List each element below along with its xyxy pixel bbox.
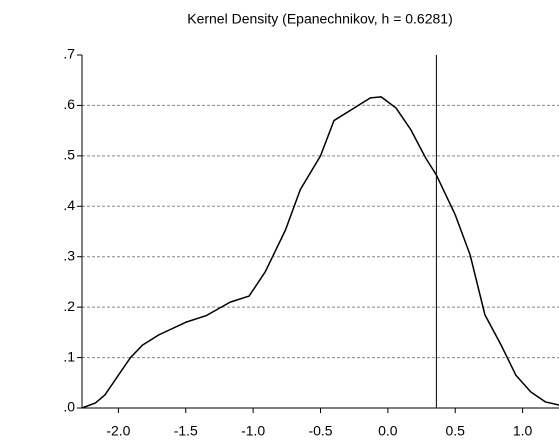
y-tick-label: .6 xyxy=(63,96,75,112)
x-tick-label: 0.5 xyxy=(446,423,466,439)
x-tick-label: -0.5 xyxy=(308,423,332,439)
x-tick-label: -1.0 xyxy=(241,423,265,439)
y-tick-label: .2 xyxy=(63,298,75,314)
y-tick-label: .5 xyxy=(63,147,75,163)
x-tick-label: -2.0 xyxy=(106,423,130,439)
chart-title: Kernel Density (Epanechnikov, h = 0.6281… xyxy=(187,11,453,27)
y-tick-label: .7 xyxy=(63,46,75,62)
x-tick-label: 1.0 xyxy=(513,423,533,439)
density-line xyxy=(81,96,559,409)
y-tick-label: .3 xyxy=(63,247,75,263)
y-tick-label: .0 xyxy=(63,399,75,415)
y-tick-label: .1 xyxy=(63,348,75,364)
x-tick-label: 0.0 xyxy=(378,423,398,439)
x-tick-label: -1.5 xyxy=(174,423,198,439)
y-tick-label: .4 xyxy=(63,197,75,213)
